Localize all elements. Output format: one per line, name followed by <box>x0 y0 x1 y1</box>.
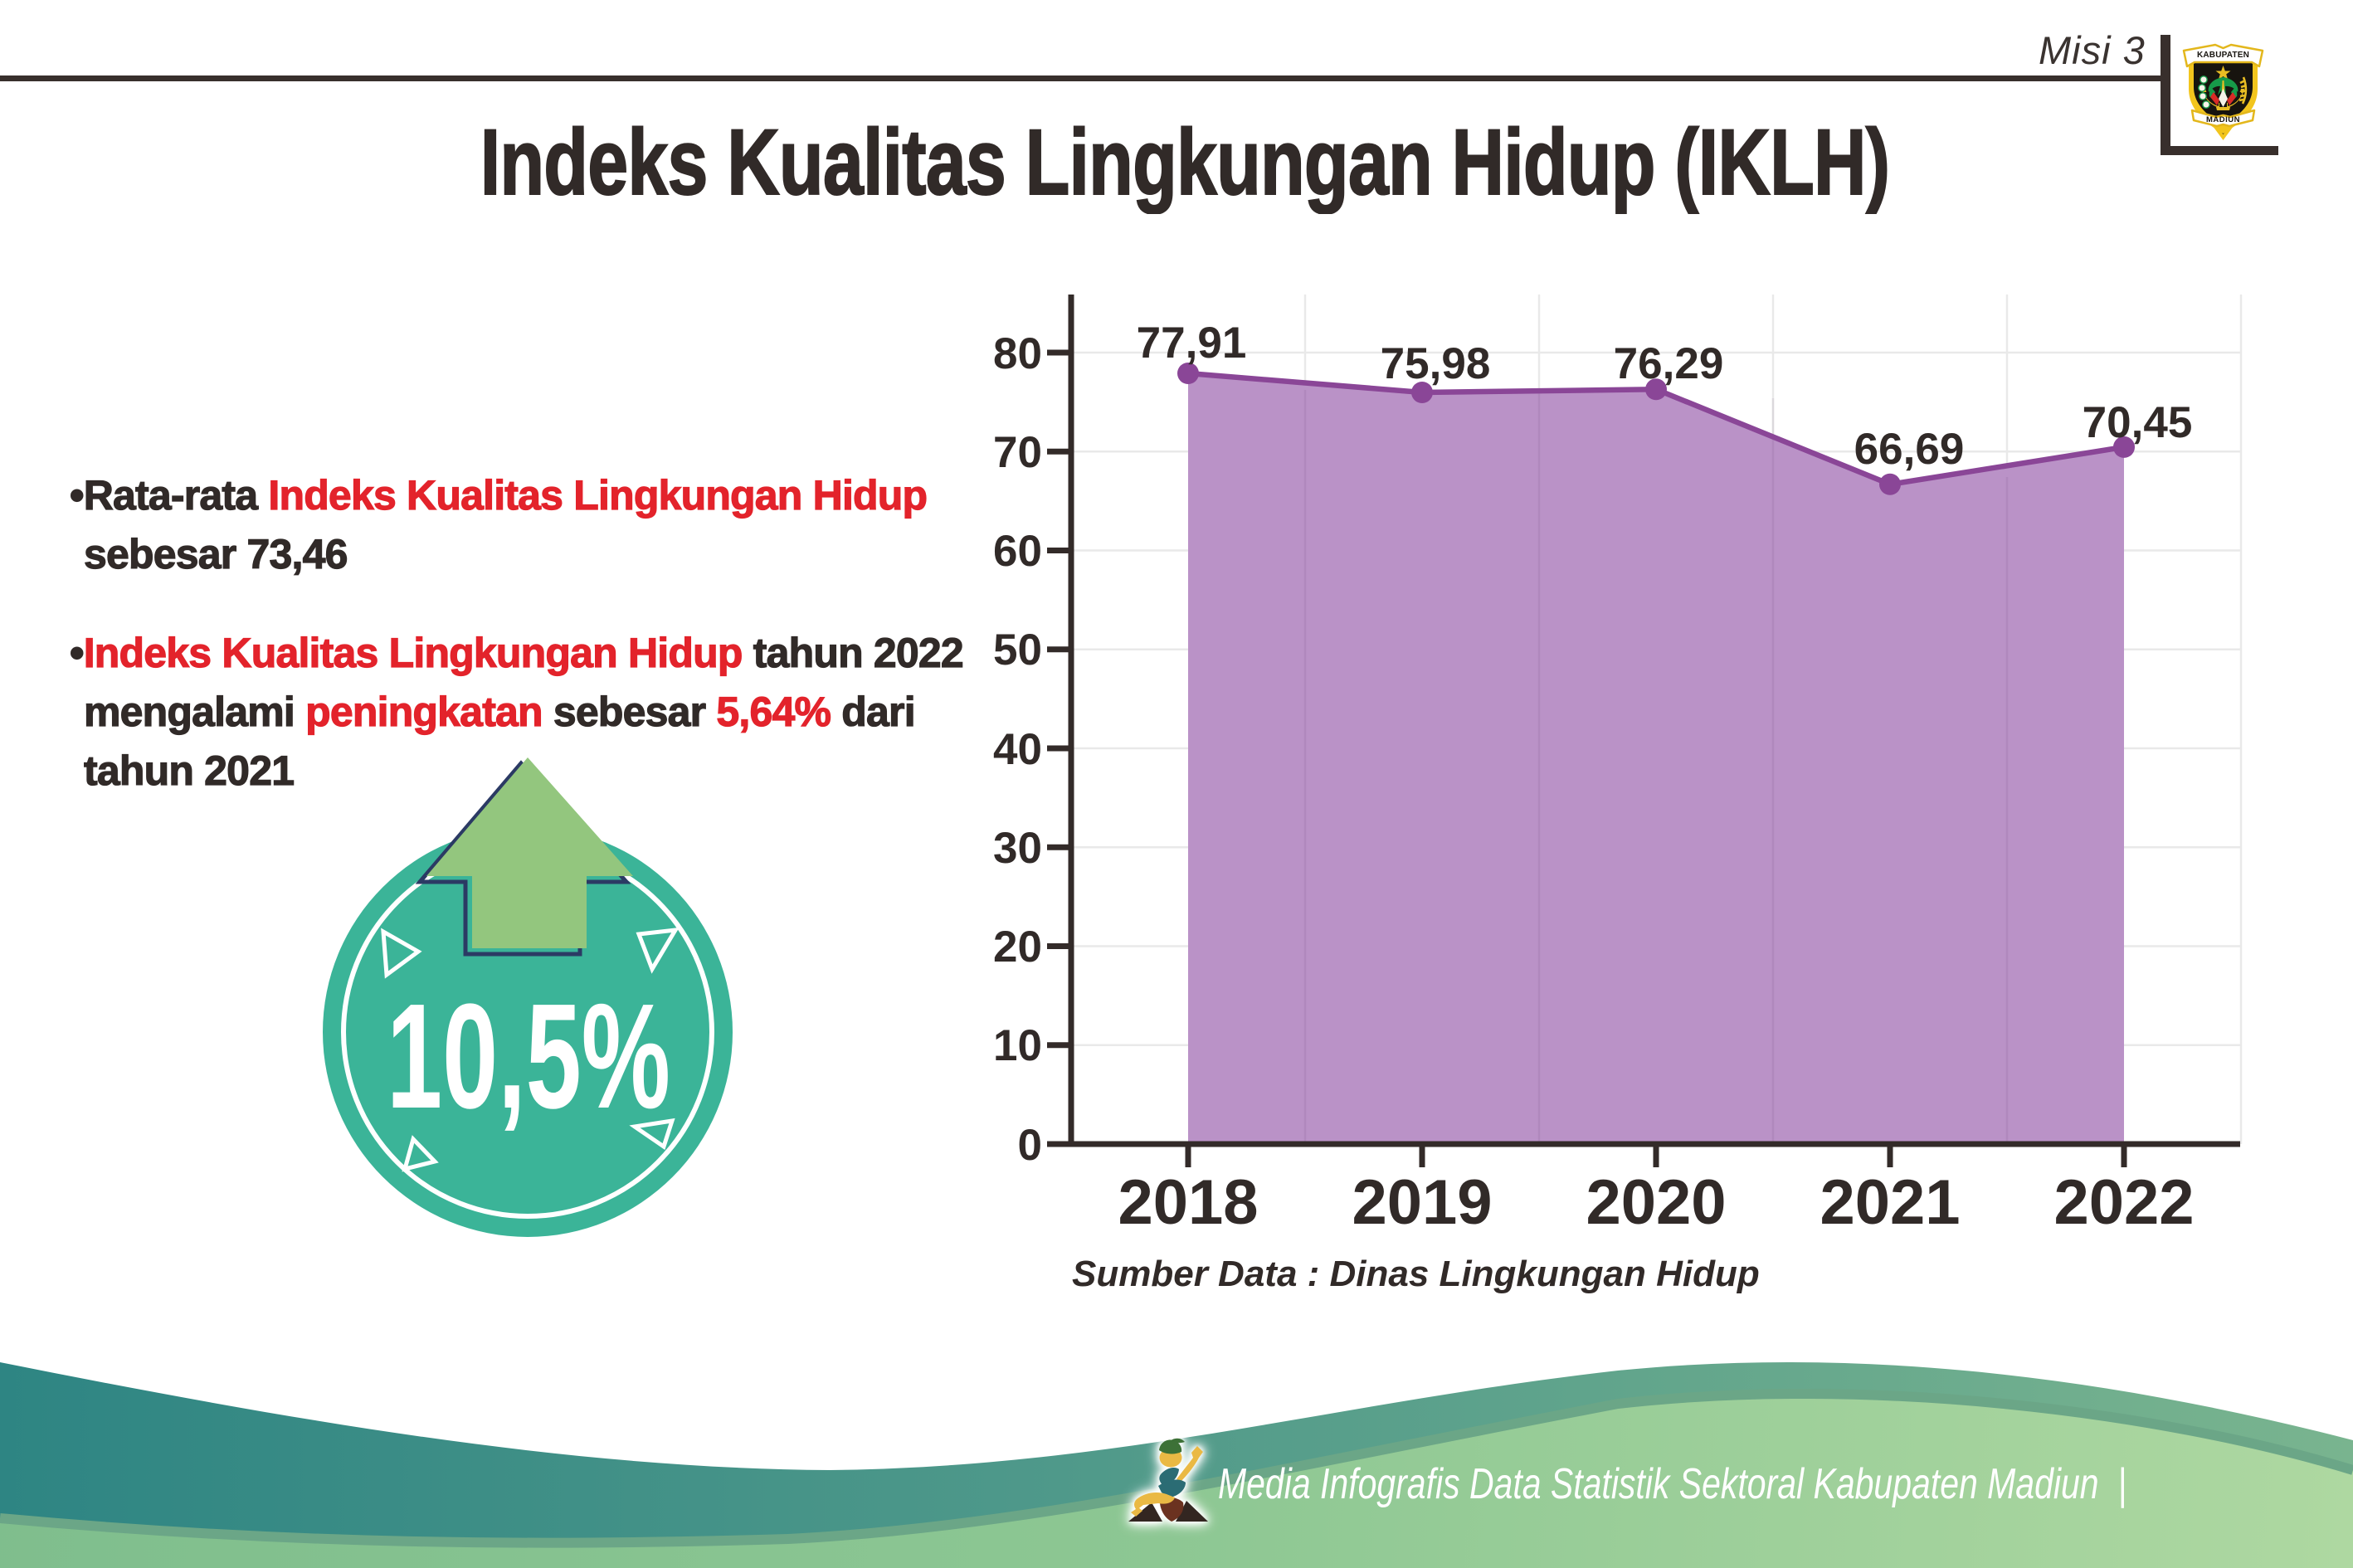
svg-text:2021: 2021 <box>1820 1167 1960 1238</box>
svg-text:0: 0 <box>1018 1121 1042 1170</box>
svg-text:2022: 2022 <box>2053 1167 2194 1238</box>
svg-text:70: 70 <box>993 428 1042 477</box>
svg-text:KABUPATEN: KABUPATEN <box>2197 51 2249 60</box>
svg-text:2020: 2020 <box>1586 1167 1726 1238</box>
svg-text:Sumber Data : Dinas Lingkungan: Sumber Data : Dinas Lingkungan Hidup <box>1072 1254 1760 1294</box>
svg-text:20: 20 <box>993 923 1042 971</box>
svg-text:2018: 2018 <box>1118 1167 1258 1238</box>
svg-text:80: 80 <box>993 329 1042 378</box>
svg-text:30: 30 <box>993 824 1042 873</box>
svg-text:66,69: 66,69 <box>1854 425 1965 474</box>
svg-text:60: 60 <box>993 527 1042 576</box>
svg-text:76,29: 76,29 <box>1614 339 1724 388</box>
svg-text:40: 40 <box>993 725 1042 774</box>
svg-text:75,98: 75,98 <box>1381 339 1491 388</box>
svg-text:10,5%: 10,5% <box>387 973 670 1140</box>
svg-text:50: 50 <box>993 626 1042 674</box>
svg-text:70,45: 70,45 <box>2083 398 2193 447</box>
svg-text:10: 10 <box>993 1021 1042 1070</box>
svg-text:MADIUN: MADIUN <box>2206 115 2240 124</box>
svg-text:2019: 2019 <box>1352 1167 1492 1238</box>
svg-text:Media Infografis Data Statisti: Media Infografis Data Statistik Sektoral… <box>1218 1460 2126 1508</box>
svg-text:77,91: 77,91 <box>1137 319 1247 368</box>
